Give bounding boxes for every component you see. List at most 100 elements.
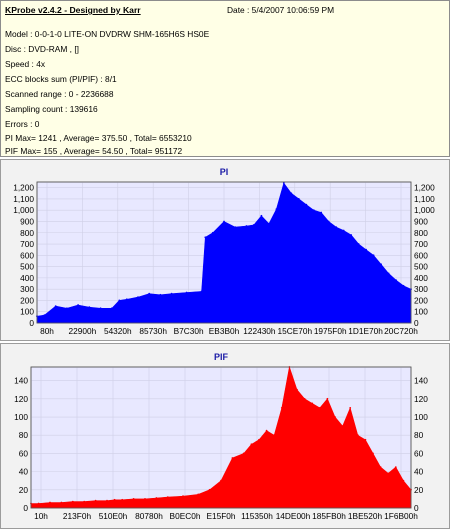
pif-data-point	[121, 498, 124, 501]
pi-data-point	[380, 263, 382, 266]
pi-data-point	[43, 314, 46, 316]
pif-ytick-right: 120	[414, 394, 428, 404]
info-panel: KProbe v2.4.2 - Designed by Karr Date : …	[0, 0, 450, 157]
pif-chart-panel: PIF 0 0 20 20 40 40 60 60 80 80 100 100 120 120 140 140 1…	[0, 343, 450, 529]
pi-ytick-left: 600	[20, 250, 34, 260]
pif-xtick: 1BE520h	[348, 511, 383, 521]
pif-ytick-left: 60	[19, 448, 29, 458]
pif-ytick-left: 20	[19, 485, 29, 495]
pi-data-point	[268, 222, 270, 225]
pif-data-point	[303, 397, 306, 400]
app-title: KProbe v2.4.2 - Designed by Karr	[5, 5, 141, 15]
pi-data-point	[223, 220, 225, 223]
pi-ytick-right: 900	[414, 216, 428, 226]
pi-data-point	[260, 214, 263, 217]
pif-data-point	[318, 407, 321, 409]
pif-xtick: 213F0h	[63, 511, 92, 521]
pif-data-point	[265, 429, 268, 432]
pif-data-point	[341, 425, 344, 427]
pi-data-point	[99, 307, 102, 310]
pif-data-point	[311, 402, 314, 405]
pif-data-point	[182, 495, 184, 498]
pi-data-point	[159, 293, 162, 296]
pif-ytick-left: 40	[19, 467, 29, 477]
pi-data-point	[275, 208, 278, 210]
pif-data-point	[208, 488, 211, 491]
pif-xtick: 80780h	[135, 511, 163, 521]
pif-ytick-right: 20	[414, 485, 424, 495]
pi-xtick: 20C720h	[384, 326, 418, 336]
pi-data-point	[170, 292, 173, 295]
pi-ytick-left: 100	[20, 307, 34, 317]
pi-data-point	[253, 224, 255, 226]
sampling-line: Sampling count : 139616	[5, 104, 98, 114]
pi-data-point	[110, 307, 113, 310]
pi-xtick: 80h	[40, 326, 54, 336]
pi-data-point	[125, 298, 128, 301]
pif-xtick: 14DE00h	[276, 511, 311, 521]
pi-chart-title: PI	[220, 167, 229, 177]
pif-ytick-right: 140	[414, 376, 428, 386]
pi-data-point	[320, 211, 323, 214]
pi-ytick-left: 300	[20, 284, 34, 294]
pif-data-point	[60, 501, 63, 504]
pi-xtick: B7C30h	[174, 326, 204, 336]
pi-ytick-left: 900	[20, 216, 34, 226]
disc-line: Disc : DVD-RAM , []	[5, 44, 79, 54]
pi-area-series	[36, 182, 412, 324]
pi-ytick-right: 300	[414, 284, 428, 294]
pi-data-point	[66, 307, 68, 310]
pif-data-point	[231, 457, 234, 459]
pi-ytick-right: 700	[414, 239, 428, 249]
pif-ytick-left: 0	[23, 503, 28, 513]
pi-ytick-left: 1,200	[13, 183, 34, 193]
pif-data-point	[273, 434, 276, 437]
pi-data-point	[365, 248, 367, 251]
pif-data-point	[37, 502, 40, 505]
pi-ytick-left: 700	[20, 239, 34, 249]
pi-xtick: EB3B0h	[209, 326, 240, 336]
range-line: Scanned range : 0 - 2236688	[5, 89, 114, 99]
pif-data-point	[155, 497, 158, 499]
pi-data-point	[402, 284, 405, 287]
pif-ytick-right: 80	[414, 430, 424, 440]
pi-data-point	[387, 272, 390, 275]
model-line: Model : 0-0-1-0 LITE-ON DVDRW SHM-165H6S…	[5, 29, 210, 39]
pi-data-point	[372, 254, 375, 257]
pif-chart: PIF 0 0 20 20 40 40 60 60 80 80 100 100 120 120 140 140 1…	[14, 352, 428, 521]
pi-ytick-right: 1,200	[414, 183, 435, 193]
pi-xtick: 85730h	[139, 326, 167, 336]
pi-chart-panel: PI 0 0 100 100 200 200 300 300 400 400 500 500 600 600…	[0, 159, 450, 341]
pi-ytick-left: 0	[29, 318, 34, 328]
pi-data-point	[395, 279, 397, 281]
pif-ytick-right: 60	[414, 448, 424, 458]
pif-data-point	[364, 438, 367, 441]
pi-data-point	[137, 296, 139, 298]
pif-xtick: E15F0h	[206, 511, 235, 521]
pif-data-point	[197, 493, 200, 496]
pif-ytick-right: 0	[414, 503, 419, 513]
pif-data-point	[94, 499, 97, 502]
ecc-line: ECC blocks sum (PI/PIF) : 8/1	[5, 74, 117, 84]
pif-data-point	[296, 388, 298, 391]
pif-plot-frame	[30, 366, 412, 509]
pif-data-point	[250, 443, 253, 446]
pi-summary-line: PI Max= 1241 , Average= 375.50 , Total= …	[5, 133, 192, 143]
pif-data-point	[394, 466, 397, 468]
pi-ytick-left: 200	[20, 295, 34, 305]
pif-data-point	[258, 438, 260, 441]
pif-data-point	[356, 434, 359, 437]
pi-ytick-right: 200	[414, 295, 428, 305]
pi-data-point	[297, 198, 300, 200]
pi-data-point	[357, 243, 360, 245]
pi-xtick: 15CE70h	[277, 326, 312, 336]
pif-ytick-left: 140	[14, 376, 28, 386]
pi-ytick-left: 800	[20, 228, 34, 238]
pif-data-point	[326, 397, 329, 400]
pi-data-point	[88, 306, 91, 309]
pif-data-point	[242, 452, 245, 455]
pif-data-point	[71, 500, 74, 503]
pif-data-point	[387, 472, 390, 475]
pif-data-point	[379, 466, 382, 468]
